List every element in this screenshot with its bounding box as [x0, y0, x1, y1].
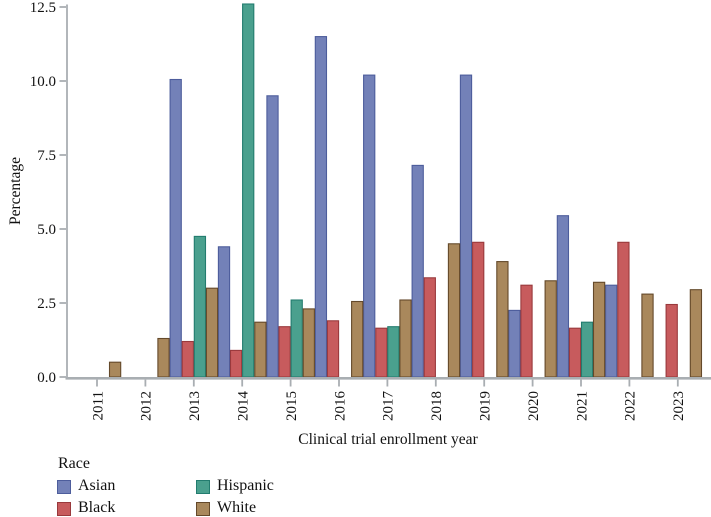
bar-asian-2022	[605, 284, 618, 378]
bar-black-2014	[229, 349, 243, 378]
bar-asian-2020	[508, 309, 521, 378]
x-tick-label: 2014	[236, 391, 252, 422]
bar-white-2015	[302, 308, 315, 378]
x-tick-label: 2016	[332, 391, 348, 422]
bar-black-2021	[568, 327, 582, 378]
legend: Race Asian Black Hispanic White	[57, 456, 274, 517]
y-tick-label: 5.0	[37, 222, 56, 238]
bar-black-2023	[665, 303, 678, 378]
bar-asian-2013	[169, 78, 182, 378]
black-swatch-icon	[57, 502, 71, 516]
bar-white-2013	[205, 287, 219, 378]
bar-white-2014	[254, 321, 267, 378]
legend-label: Hispanic	[217, 477, 274, 494]
x-tick-label: 2011	[90, 391, 106, 420]
bar-white-2012	[157, 337, 170, 378]
bar-black-2015	[278, 326, 291, 378]
bar-asian-2018	[411, 164, 424, 378]
bar-asian-2019	[459, 74, 473, 378]
bar-black-2020	[520, 284, 533, 378]
legend-title: Race	[58, 455, 90, 472]
x-tick-label: 2012	[139, 391, 155, 421]
bar-hispanic-2013	[193, 235, 207, 378]
x-tick-label: 2017	[381, 391, 397, 422]
x-tick-label: 2020	[526, 391, 542, 421]
legend-entry-hispanic: Hispanic	[196, 477, 274, 495]
bar-white-2011	[108, 361, 122, 378]
bar-black-2019	[472, 241, 485, 378]
legend-entry-black: Black	[57, 499, 196, 517]
legend-label: Asian	[78, 477, 116, 494]
bar-asian-2016	[314, 36, 328, 378]
x-tick-label: 2015	[284, 391, 300, 421]
bar-asian-2017	[363, 74, 376, 378]
y-tick-label: 0.0	[37, 370, 56, 386]
bar-white-2023	[689, 289, 703, 378]
bar-white-2018	[447, 243, 461, 378]
bar-white-2019	[496, 261, 509, 378]
asian-swatch-icon	[57, 480, 71, 494]
legend-entry-white: White	[196, 499, 274, 517]
y-axis-title: Percentage	[7, 157, 24, 225]
y-tick-label: 10.0	[30, 74, 56, 90]
x-tick-label: 2019	[478, 391, 494, 421]
bar-asian-2021	[556, 215, 570, 378]
bar-hispanic-2017	[387, 326, 400, 378]
legend-label: White	[217, 499, 257, 516]
bar-black-2016	[326, 320, 340, 378]
chart-svg: 0.0 2.5 5.0 7.5 10.0 12.5 2011 2012 2013 2014 2015…	[7, 0, 711, 448]
x-tick-label: 2021	[574, 391, 590, 421]
bar-hispanic-2021	[580, 321, 594, 378]
legend-grid: Asian Black Hispanic White	[57, 477, 274, 517]
x-tick-label: 2022	[623, 391, 639, 421]
y-tick-label: 7.5	[37, 148, 56, 164]
bar-white-2022	[641, 293, 654, 378]
bar-hispanic-2015	[290, 299, 303, 378]
bar-hispanic-2014	[242, 3, 255, 378]
legend-entry-asian: Asian	[57, 477, 196, 495]
bar-black-2017	[375, 327, 388, 378]
y-tick-label: 12.5	[30, 0, 56, 16]
legend-label: Black	[78, 499, 116, 516]
y-tick-label: 2.5	[37, 296, 56, 312]
bar-asian-2015	[266, 95, 279, 378]
bar-asian-2014	[217, 246, 231, 378]
bar-black-2022	[617, 241, 630, 378]
hispanic-swatch-icon	[196, 480, 210, 494]
bar-white-2020	[544, 280, 557, 378]
white-swatch-icon	[196, 502, 210, 516]
bar-black-2013	[181, 340, 194, 378]
bar-white-2017	[399, 299, 412, 378]
bar-white-2021	[592, 281, 606, 378]
x-axis-title: Clinical trial enrollment year	[298, 431, 478, 448]
x-tick-label: 2013	[187, 391, 203, 421]
bar-white-2016	[351, 300, 364, 378]
bar-black-2018	[423, 277, 436, 378]
x-tick-label: 2018	[429, 391, 445, 421]
x-tick-label: 2023	[671, 391, 687, 421]
